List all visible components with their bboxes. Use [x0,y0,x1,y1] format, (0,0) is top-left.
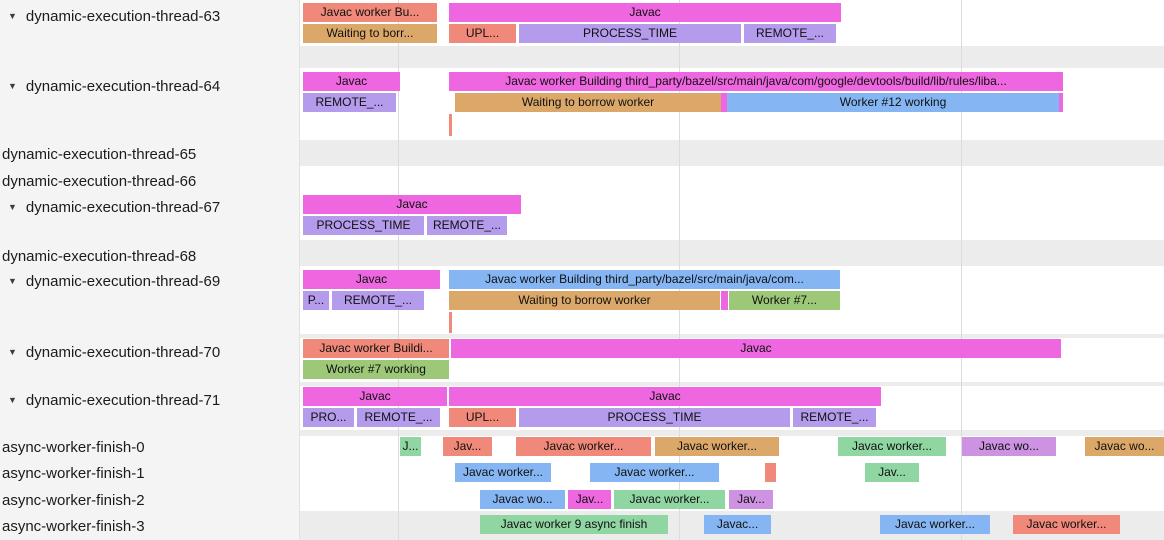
trace-event-bar[interactable]: Javac worker Building third_party/bazel/… [449,270,840,289]
time-gridline [961,0,962,540]
row-background-band [300,240,1164,266]
thread-name-row: dynamic-execution-thread-68 [0,246,299,266]
trace-event-bar[interactable]: Javac worker Building third_party/bazel/… [449,72,1063,91]
row-background-band [300,140,1164,166]
thread-name-row: async-worker-finish-2 [0,490,299,510]
thread-name-label[interactable]: async-worker-finish-3 [2,517,145,535]
thread-name-label[interactable]: async-worker-finish-2 [2,491,145,509]
trace-event-bar[interactable]: Javac worker Buildi... [303,339,449,358]
row-background-band [300,430,1164,436]
trace-event-bar[interactable]: REMOTE_... [793,408,876,427]
trace-event-bar[interactable]: Jav... [568,490,611,509]
trace-event-bar[interactable]: REMOTE_... [744,24,836,43]
thread-name-row: dynamic-execution-thread-65 [0,144,299,164]
trace-event-bar[interactable]: Jav... [443,437,492,456]
trace-event-bar[interactable]: PRO... [303,408,354,427]
thread-name-label[interactable]: dynamic-execution-thread-65 [2,145,197,163]
thread-name-row: ▼ dynamic-execution-thread-67 [0,197,299,217]
thread-name-row: async-worker-finish-0 [0,437,299,457]
row-background-band [300,46,1164,68]
thread-name-label[interactable]: dynamic-execution-thread-66 [2,172,197,190]
trace-event-bar[interactable]: Javac worker Bu... [303,3,437,22]
thread-name-label[interactable]: async-worker-finish-1 [2,464,145,482]
trace-event-bar[interactable]: Javac... [704,515,771,534]
trace-event-bar[interactable]: REMOTE_... [357,408,440,427]
thread-name-row: async-worker-finish-3 [0,516,299,536]
trace-event-bar[interactable]: UPL... [449,408,516,427]
trace-event-bar[interactable]: Javac worker... [880,515,990,534]
thread-name-label[interactable]: dynamic-execution-thread-71 [25,391,221,409]
expander-triangle-icon[interactable]: ▼ [8,11,17,21]
thread-name-row: ▼ dynamic-execution-thread-69 [0,271,299,291]
thread-name-label[interactable]: dynamic-execution-thread-67 [25,198,221,216]
trace-event-bar[interactable]: Waiting to borrow worker [455,93,721,112]
expander-triangle-icon[interactable]: ▼ [8,202,17,212]
trace-event-bar[interactable]: Javac worker... [614,490,725,509]
thread-name-row: ▼ dynamic-execution-thread-64 [0,76,299,96]
row-background-band [300,334,1164,338]
trace-event-bar[interactable]: P... [303,291,329,310]
trace-event-sliver[interactable] [449,312,452,333]
thread-name-label[interactable]: dynamic-execution-thread-64 [25,77,221,95]
trace-event-bar[interactable]: Javac [451,339,1061,358]
trace-event-bar[interactable]: Javac worker 9 async finish [480,515,668,534]
trace-event-bar[interactable]: PROCESS_TIME [519,408,790,427]
trace-event-sliver[interactable] [721,93,727,112]
trace-event-bar[interactable]: Worker #12 working [727,93,1059,112]
trace-event-sliver[interactable] [721,291,728,310]
thread-name-row: dynamic-execution-thread-66 [0,171,299,191]
trace-event-bar[interactable]: Worker #7... [729,291,840,310]
trace-event-bar[interactable]: Waiting to borr... [303,24,437,43]
trace-event-bar[interactable]: REMOTE_... [332,291,424,310]
trace-event-bar[interactable]: Javac worker... [655,437,779,456]
trace-event-bar[interactable]: Javac [449,387,881,406]
row-background-band [300,382,1164,386]
thread-name-label[interactable]: dynamic-execution-thread-68 [2,247,197,265]
trace-event-bar[interactable]: Javac worker... [516,437,651,456]
trace-event-bar[interactable]: REMOTE_... [427,216,507,235]
trace-event-bar[interactable]: Jav... [865,463,919,482]
thread-names-sidebar: ▼ dynamic-execution-thread-63 ▼ dynamic-exe… [0,0,300,540]
trace-event-sliver[interactable] [1059,93,1063,112]
thread-name-row: ▼ dynamic-execution-thread-70 [0,342,299,362]
trace-event-bar[interactable]: UPL... [449,24,516,43]
expander-triangle-icon[interactable]: ▼ [8,276,17,286]
trace-event-bar[interactable]: Javac worker... [455,463,551,482]
trace-event-bar[interactable]: Javac [303,270,440,289]
trace-event-bar[interactable]: Javac worker... [590,463,719,482]
trace-event-bar[interactable]: Jav... [729,490,773,509]
expander-triangle-icon[interactable]: ▼ [8,395,17,405]
trace-event-bar[interactable]: Javac wo... [1085,437,1164,456]
timeline-canvas[interactable]: Javac worker Bu... Javac Waiting to borr..… [300,0,1164,540]
trace-event-sliver[interactable] [765,463,776,482]
trace-event-bar[interactable]: REMOTE_... [303,93,396,112]
trace-event-bar[interactable]: Javac wo... [480,490,565,509]
trace-event-bar[interactable]: Javac [303,387,447,406]
trace-event-bar[interactable]: PROCESS_TIME [303,216,424,235]
trace-event-bar[interactable]: Worker #7 working [303,360,449,379]
trace-event-bar[interactable]: Javac [449,3,841,22]
thread-name-label[interactable]: async-worker-finish-0 [2,438,145,456]
trace-event-bar[interactable]: Javac worker... [838,437,946,456]
expander-triangle-icon[interactable]: ▼ [8,347,17,357]
thread-name-row: ▼ dynamic-execution-thread-71 [0,390,299,410]
trace-event-bar[interactable]: Javac worker... [1013,515,1120,534]
expander-triangle-icon[interactable]: ▼ [8,81,17,91]
trace-event-bar[interactable]: PROCESS_TIME [519,24,741,43]
thread-name-label[interactable]: dynamic-execution-thread-63 [25,7,221,25]
trace-event-bar[interactable]: Waiting to borrow worker [449,291,720,310]
trace-event-bar[interactable]: Javac [303,195,521,214]
thread-name-row: async-worker-finish-1 [0,463,299,483]
trace-event-sliver[interactable] [449,114,452,136]
thread-name-label[interactable]: dynamic-execution-thread-69 [25,272,221,290]
trace-event-bar[interactable]: Javac [303,72,400,91]
trace-event-bar[interactable]: Javac wo... [962,437,1056,456]
thread-name-label[interactable]: dynamic-execution-thread-70 [25,343,221,361]
trace-event-bar[interactable]: J... [400,437,421,456]
thread-name-row: ▼ dynamic-execution-thread-63 [0,6,299,26]
